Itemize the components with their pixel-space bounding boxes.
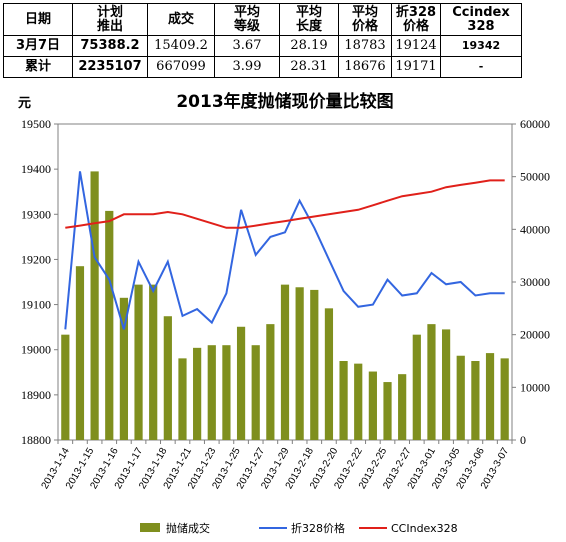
bar	[193, 347, 202, 440]
bar	[61, 334, 70, 440]
legend-label: 折328价格	[291, 521, 345, 535]
left-tick-label: 19400	[21, 162, 51, 176]
bar	[412, 334, 421, 440]
legend-label: CCIndex328	[391, 522, 458, 535]
bar	[266, 324, 275, 440]
bar	[500, 358, 509, 440]
right-tick-label: 20000	[520, 328, 550, 342]
bar	[441, 329, 451, 440]
table-cell: 28.31	[279, 56, 339, 78]
bar	[280, 284, 290, 440]
chart: 2013年度抛储现价量比较图 元 18800 18900 19000 19100 19200…	[18, 91, 550, 535]
bar	[119, 297, 129, 440]
table-cell: -	[440, 56, 522, 78]
table-header-cell: 平均 长度	[279, 3, 339, 36]
y-axis-label: 元	[18, 96, 31, 111]
bar	[471, 361, 480, 440]
table-cell: 3.99	[214, 56, 280, 78]
bar	[398, 374, 407, 440]
table-cell: 15409.2	[147, 35, 215, 57]
bar	[105, 210, 114, 440]
table-cell: 3月7日	[3, 35, 73, 57]
table-cell: 18783	[338, 35, 392, 57]
bar	[222, 345, 231, 440]
right-tick-label: 50000	[520, 170, 550, 184]
left-tick-label: 18800	[21, 433, 51, 447]
bar	[251, 345, 260, 440]
left-tick-label: 19300	[21, 207, 51, 221]
table-cell: 19171	[391, 56, 441, 78]
legend-label: 抛储成交	[166, 521, 210, 535]
left-tick-label: 18900	[21, 388, 51, 402]
left-tick-label: 19000	[21, 343, 51, 357]
legend-swatch	[140, 523, 160, 532]
left-tick-label: 19500	[21, 117, 51, 131]
table-cell: 18676	[338, 56, 392, 78]
bar	[456, 355, 465, 440]
bar	[310, 289, 319, 440]
table-cell: 667099	[147, 56, 215, 78]
table-cell: 75388.2	[72, 35, 148, 57]
right-tick-label: 10000	[520, 380, 550, 394]
table-header-row: 日期 计划 推出 成交 平均 等级 平均 长度 平均 价格 折328 价格 Ccindex 328	[3, 3, 522, 36]
table-header-cell: 成交	[147, 3, 215, 36]
table-cell: 19342	[440, 35, 522, 57]
bar	[75, 266, 85, 440]
right-tick-label: 0	[520, 433, 526, 447]
table-cell: 28.19	[279, 35, 339, 57]
bar	[368, 371, 377, 440]
table-cell: 2235107	[72, 56, 148, 78]
bar	[90, 171, 99, 440]
bar	[295, 287, 304, 440]
left-tick-label: 19200	[21, 252, 51, 266]
summary-table: 日期 计划 推出 成交 平均 等级 平均 长度 平均 价格 折328 价格 Ccindex 328 3月7…	[3, 3, 522, 78]
table-cell: 累计	[3, 56, 73, 78]
bar	[236, 326, 246, 440]
left-tick-label: 19100	[21, 298, 51, 312]
table-row: 累计 2235107 667099 3.99 28.31 18676 19171-	[3, 56, 522, 78]
table-header-cell: 日期	[3, 3, 73, 36]
chart-title: 2013年度抛储现价量比较图	[176, 91, 393, 112]
table-row: 3月7日 75388.2 15409.2 3.67 28.19 18783 19124 193…	[3, 35, 522, 57]
series-line	[64, 171, 505, 330]
right-tick-label: 30000	[520, 275, 550, 289]
table-header-cell: 平均 价格	[338, 3, 392, 36]
bar	[485, 353, 495, 440]
bar	[427, 324, 436, 440]
table-cell: 3.67	[214, 35, 280, 57]
table-header-cell: 平均 等级	[214, 3, 280, 36]
bar	[324, 308, 334, 440]
bar	[149, 284, 158, 440]
table-cell: 19124	[391, 35, 441, 57]
table-header-cell: 计划 推出	[72, 3, 148, 36]
bar	[134, 284, 143, 440]
bar	[207, 345, 216, 440]
series-line	[65, 179, 505, 229]
bar	[339, 361, 348, 440]
bar	[178, 358, 187, 440]
table-header-cell: 折328 价格	[391, 3, 441, 36]
table-header-cell: Ccindex 328	[440, 3, 522, 36]
right-tick-label: 60000	[520, 117, 550, 131]
right-tick-label: 40000	[520, 222, 550, 236]
bar	[383, 382, 392, 440]
bar	[354, 363, 363, 440]
bar	[163, 316, 172, 440]
